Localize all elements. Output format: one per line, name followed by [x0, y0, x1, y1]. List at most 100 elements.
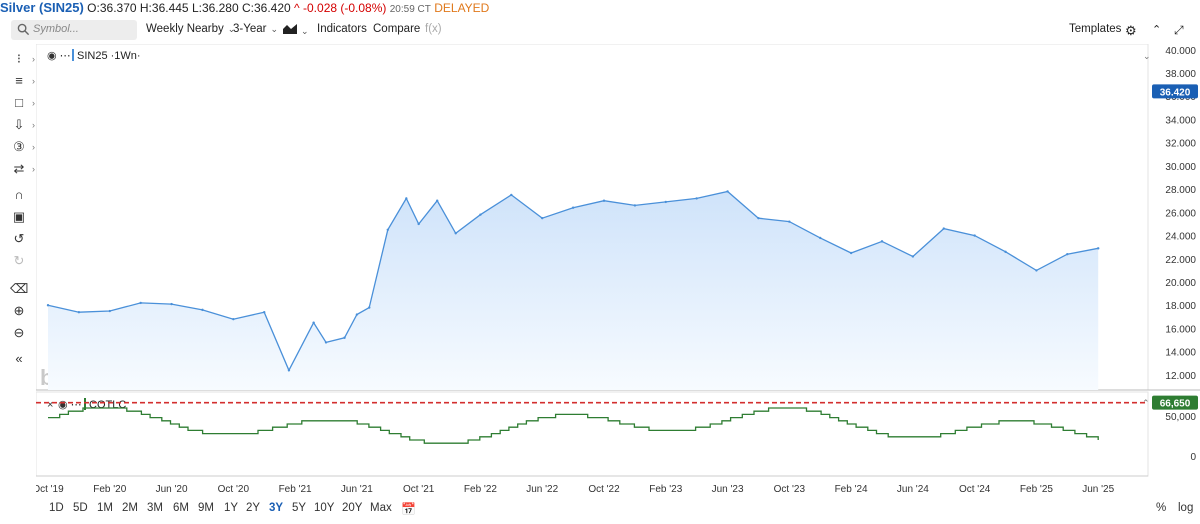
chart-svg[interactable]: barchart ◉ ⋯ SIN25 ·1Wn· ⌄ × ◉ ⋯ COTLC ⌃… — [32, 43, 1200, 499]
timeframe-1m[interactable]: 1M — [97, 502, 113, 514]
x-tick-label: Oct '20 — [218, 484, 250, 495]
price-point — [201, 308, 204, 312]
fx-button[interactable]: f(x) — [425, 23, 442, 35]
price-series-line[interactable] — [47, 190, 1099, 372]
line-tool-icon[interactable]: ⁝ › — [16, 51, 35, 66]
timeframe-2m[interactable]: 2M — [122, 502, 138, 514]
close-icon[interactable]: × — [47, 399, 53, 411]
timeframe-5d[interactable]: 5D — [73, 502, 88, 514]
measure-tool-icon[interactable]: ⇄ › — [13, 161, 35, 176]
price-point — [695, 197, 698, 200]
chevron-down-icon: ⌄ — [270, 24, 279, 34]
x-tick-label: Jun '22 — [526, 484, 558, 495]
delayed-badge: DELAYED — [434, 1, 490, 15]
price-y-tick-label: 26.000 — [1165, 208, 1196, 219]
period-dropdown[interactable]: 3-Year ⌄ — [233, 23, 278, 35]
arrow-tool-icon[interactable]: ⇩ › — [13, 117, 35, 132]
timeframe-bar: 1D 5D 1M 2M 3M 6M 9M 1Y 2Y 3Y 5Y 10Y 20Y Max 📅 % log — [0, 499, 1200, 519]
price-point — [312, 321, 315, 324]
cot-color-marker — [84, 398, 86, 410]
calendar-icon[interactable]: 📅 — [401, 502, 416, 516]
price-point — [287, 369, 291, 372]
timeframe-max[interactable]: Max — [370, 502, 392, 514]
price-point — [170, 302, 173, 306]
price-legend[interactable]: SIN25 ·1Wn· — [77, 50, 141, 62]
price-point — [46, 304, 50, 307]
trash-icon[interactable]: ⌫ — [10, 281, 29, 296]
indicators-button[interactable]: Indicators — [317, 23, 367, 35]
chart-type-button[interactable]: ⌄ — [283, 23, 309, 37]
zoom-in-icon[interactable]: ⊕ — [13, 303, 25, 318]
price-point — [571, 206, 575, 209]
price-y-tick-label: 28.000 — [1165, 185, 1196, 196]
price-point — [355, 313, 359, 316]
compare-button[interactable]: Compare — [373, 23, 421, 35]
price-point — [911, 255, 915, 258]
close-value: C:36.420 — [242, 1, 291, 15]
gear-icon[interactable]: ⚙ — [1125, 23, 1137, 38]
low-value: L:36.280 — [191, 1, 239, 15]
cot-series-line[interactable] — [48, 407, 1099, 444]
visibility-icon[interactable]: ◉ ⋯ — [47, 50, 71, 62]
timeframe-3y[interactable]: 3Y — [269, 502, 284, 514]
collapse-sidebar-icon[interactable]: « — [15, 351, 23, 366]
visibility-icon[interactable]: ◉ ⋯ — [58, 399, 82, 411]
fibonacci-tool-icon[interactable]: ≡ › — [15, 73, 35, 88]
timeframe-2y[interactable]: 2Y — [246, 502, 261, 514]
shape-tool-icon[interactable]: □ › — [15, 95, 35, 110]
log-toggle[interactable]: log — [1178, 502, 1194, 514]
timeframe-6m[interactable]: 6M — [173, 502, 189, 514]
price-y-tick-label: 34.000 — [1165, 115, 1196, 126]
price-point — [633, 204, 637, 207]
price-y-tick-label: 30.000 — [1165, 162, 1196, 173]
redo-icon[interactable]: ↻ — [13, 253, 25, 268]
symbol-search-input[interactable]: Symbol... — [11, 20, 137, 40]
price-y-tick-label: 38.000 — [1165, 69, 1196, 80]
price-point — [664, 200, 667, 204]
chevron-down-icon[interactable]: ⌄ — [1143, 51, 1151, 61]
x-tick-label: Feb '23 — [649, 484, 682, 495]
price-y-tick-label: 18.000 — [1165, 301, 1196, 312]
chart-area[interactable]: barchart ◉ ⋯ SIN25 ·1Wn· ⌄ × ◉ ⋯ COTLC ⌃… — [32, 43, 1200, 524]
search-icon — [17, 23, 30, 36]
price-point — [263, 311, 266, 314]
percent-toggle[interactable]: % — [1156, 502, 1167, 514]
timeframe-9m[interactable]: 9M — [198, 502, 214, 514]
cot-legend[interactable]: COTLC — [89, 399, 126, 411]
chevron-down-icon: ⌄ — [227, 24, 236, 34]
zoom-out-icon[interactable]: ⊖ — [13, 325, 25, 340]
area-chart-icon — [283, 24, 297, 34]
price-point — [602, 199, 606, 202]
chevron-up-icon[interactable]: ⌃ — [1142, 398, 1150, 408]
last-price-label: 36.420 — [1160, 87, 1191, 98]
price-y-tick-label: 12.000 — [1165, 371, 1196, 382]
cot-last-tag — [1152, 395, 1198, 410]
x-tick-label: Oct '23 — [774, 484, 806, 495]
pattern-tool-icon[interactable]: ③ › — [13, 139, 35, 154]
collapse-icon[interactable]: ⌃ — [1152, 24, 1162, 36]
timeframe-3m[interactable]: 3M — [147, 502, 163, 514]
symbol-title[interactable]: Silver (SIN25) — [0, 0, 84, 15]
price-point — [757, 216, 760, 220]
templates-button[interactable]: Templates — [1069, 23, 1122, 35]
price-point — [510, 193, 513, 197]
timeframe-1y[interactable]: 1Y — [224, 502, 239, 514]
fullscreen-icon[interactable]: ⤢ — [1174, 23, 1184, 37]
timeframe-20y[interactable]: 20Y — [342, 502, 363, 514]
timeframe-5y[interactable]: 5Y — [292, 502, 307, 514]
x-tick-label: Jun '24 — [897, 484, 929, 495]
x-tick-label: Oct '21 — [403, 484, 435, 495]
price-point — [973, 234, 976, 237]
chart-toolbar: Weekly Nearby ⌄ 3-Year ⌄ ⌄ Indicators Comp… — [0, 19, 1200, 41]
x-tick-label: Jun '21 — [341, 484, 373, 495]
undo-icon[interactable]: ↺ — [13, 231, 25, 246]
price-y-tick-label: 32.000 — [1165, 139, 1196, 150]
timeframe-1d[interactable]: 1D — [49, 502, 64, 514]
timeframe-10y[interactable]: 10Y — [314, 502, 335, 514]
contract-dropdown[interactable]: Weekly Nearby ⌄ — [146, 23, 235, 35]
x-tick-label: Feb '21 — [279, 484, 312, 495]
magnet-icon[interactable]: ∩ — [14, 187, 24, 202]
x-tick-label: Feb '25 — [1020, 484, 1053, 495]
lock-icon[interactable]: ▣ — [12, 209, 26, 224]
period-label: 3-Year — [233, 23, 267, 35]
